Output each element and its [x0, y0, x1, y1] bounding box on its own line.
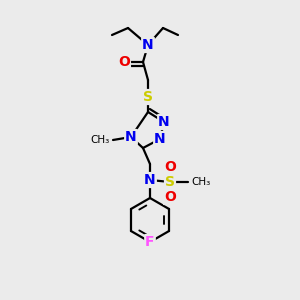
Text: N: N [154, 132, 166, 146]
Text: O: O [164, 160, 176, 174]
Text: N: N [144, 173, 156, 187]
Text: CH₃: CH₃ [191, 177, 210, 187]
Text: O: O [118, 55, 130, 69]
Text: S: S [143, 90, 153, 104]
Text: S: S [165, 175, 175, 189]
Text: F: F [145, 235, 155, 249]
Text: N: N [125, 130, 137, 144]
Text: N: N [158, 115, 170, 129]
Text: CH₃: CH₃ [91, 135, 110, 145]
Text: O: O [164, 190, 176, 204]
Text: N: N [142, 38, 154, 52]
